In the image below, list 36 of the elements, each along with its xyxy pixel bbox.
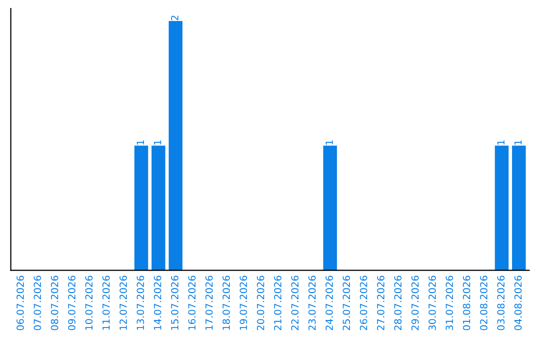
x-tick-label: 28.07.2026 (394, 276, 402, 330)
x-tick-label: 06.07.2026 (16, 276, 24, 330)
x-tick-label: 12.07.2026 (120, 276, 127, 330)
x-tick-label: 20.07.2026 (256, 276, 264, 330)
x-tick-label: 16.07.2026 (188, 276, 196, 330)
x-tick-label: 07.07.2026 (34, 276, 42, 330)
x-tick-label: 15.07.2026 (171, 276, 178, 330)
x-tick-label: 27.07.2026 (377, 276, 384, 330)
x-tick-label: 31.07.2026 (446, 276, 454, 330)
x-tick-label: 21.07.2026 (274, 276, 282, 330)
x-tick-label: 09.07.2026 (68, 276, 76, 330)
x-tick-label: 25.07.2026 (342, 276, 350, 330)
x-tick-label: 24.07.2026 (326, 276, 333, 330)
x-tick-label: 17.07.2026 (205, 276, 213, 330)
x-tick-label: 22.07.2026 (291, 276, 299, 330)
x-tick-label: 10.07.2026 (85, 276, 93, 330)
x-tick-label: 03.08.2026 (497, 276, 505, 330)
x-tick-label: 23.07.2026 (308, 276, 316, 330)
data-label: 1 (154, 140, 162, 145)
x-tick-label: 01.08.2026 (462, 276, 470, 330)
x-tick-label: 02.08.2026 (480, 276, 488, 330)
data-label: 1 (497, 140, 504, 145)
x-tick-label: 11.07.2026 (102, 276, 110, 330)
x-tick-label: 19.07.2026 (240, 276, 248, 330)
data-label: 1 (326, 140, 333, 145)
x-tick-label: 29.07.2026 (411, 276, 419, 330)
x-tick-label: 18.07.2026 (222, 276, 230, 330)
x-tick-label: 13.07.2026 (136, 276, 144, 330)
x-tick-label: 26.07.2026 (360, 276, 368, 330)
data-label: 2 (171, 16, 178, 20)
x-tick-label: 30.07.2026 (428, 276, 436, 330)
x-tick-label: 08.07.2026 (50, 276, 58, 330)
data-label: 1 (514, 140, 522, 145)
data-label: 1 (136, 140, 144, 145)
x-tick-label: 04.08.2026 (514, 276, 522, 330)
x-tick-label: 14.07.2026 (154, 276, 162, 330)
